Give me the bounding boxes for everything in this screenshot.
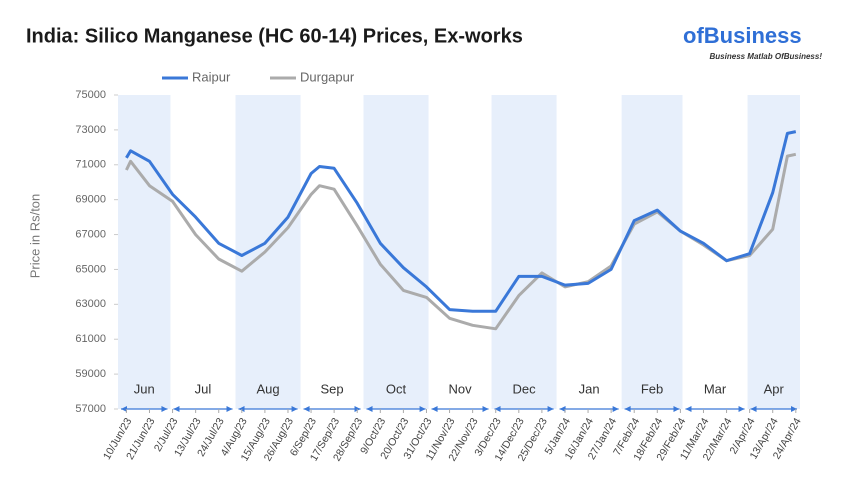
y-tick-label: 61000	[75, 333, 106, 345]
month-label: Jul	[195, 381, 212, 396]
arrow-head	[303, 406, 361, 412]
y-tick-label: 69000	[75, 194, 106, 206]
arrow-head	[494, 406, 554, 412]
month-label: Oct	[386, 381, 407, 396]
month-band	[621, 95, 683, 409]
logo-name: ofBusiness	[683, 23, 802, 48]
month-label: Feb	[641, 381, 663, 396]
y-tick-label: 63000	[75, 298, 106, 310]
legend-label: Raipur	[192, 69, 231, 84]
month-label: Mar	[704, 381, 727, 396]
month-band	[747, 95, 800, 409]
chart-title: India: Silico Manganese (HC 60-14) Price…	[26, 25, 523, 47]
y-axis-label: Price in Rs/ton	[27, 194, 42, 279]
y-tick-label: 59000	[75, 368, 106, 380]
series-line	[125, 152, 797, 331]
y-tick-label: 67000	[75, 228, 106, 240]
arrow-head	[624, 406, 680, 412]
legend-label: Durgapur	[300, 69, 355, 84]
series-line	[125, 130, 797, 313]
arrow-head	[173, 406, 233, 412]
month-band	[118, 95, 171, 409]
y-tick-label: 57000	[75, 403, 106, 415]
arrow-head	[366, 406, 426, 412]
month-label: Apr	[764, 381, 785, 396]
month-label: Jun	[134, 381, 155, 396]
y-tick-label: 75000	[75, 89, 106, 101]
month-label: Jan	[579, 381, 600, 396]
arrow-head	[559, 406, 619, 412]
month-label: Dec	[512, 381, 536, 396]
y-tick-label: 71000	[75, 159, 106, 171]
month-label: Aug	[256, 381, 279, 396]
month-band	[491, 95, 557, 409]
arrow-head	[238, 406, 298, 412]
month-label: Nov	[448, 381, 472, 396]
month-label: Sep	[320, 381, 343, 396]
arrow-head	[685, 406, 745, 412]
logo-tagline: Business Matlab OfBusiness!	[710, 52, 823, 61]
y-tick-label: 73000	[75, 124, 106, 136]
y-tick-label: 65000	[75, 263, 106, 275]
arrow-head	[431, 406, 489, 412]
